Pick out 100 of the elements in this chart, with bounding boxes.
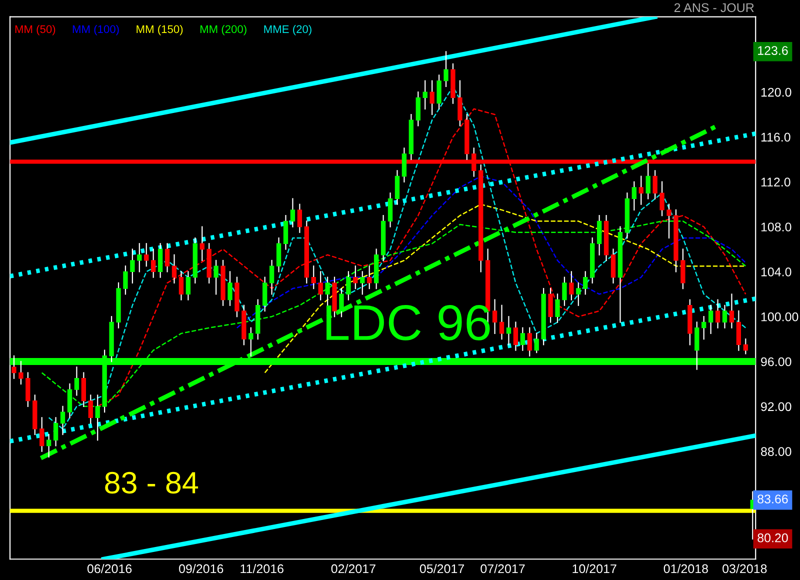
- x-tick-label: 01/2018: [664, 564, 708, 574]
- text: MM (50): [15, 24, 56, 36]
- candlestick: [88, 394, 93, 424]
- candlestick: [652, 170, 658, 200]
- candlestick: [666, 204, 672, 239]
- x-tick-label: 11/2016: [240, 564, 284, 574]
- candlestick: [18, 360, 24, 385]
- candlestick: [555, 294, 560, 323]
- candlestick: [492, 299, 498, 334]
- candlestick: [548, 288, 553, 323]
- candlestick: [520, 327, 526, 351]
- candlestick: [151, 248, 156, 278]
- text: MM (200): [200, 24, 246, 36]
- candlestick: [53, 417, 58, 446]
- y-tick-label: 120.0: [761, 88, 792, 97]
- candlestick: [186, 271, 191, 300]
- candlestick: [290, 198, 296, 228]
- y-tick-label: 108.0: [761, 222, 792, 232]
- x-tick-label: 09/2016: [179, 564, 224, 574]
- candlestick: [46, 434, 52, 458]
- candlestick: [506, 316, 512, 346]
- y-tick-label: 116.0: [761, 132, 790, 142]
- candlestick: [499, 304, 504, 340]
- candlestick: [743, 338, 748, 354]
- candlestick: [346, 271, 351, 300]
- candlestick: [610, 248, 616, 284]
- candlestick: [583, 271, 588, 295]
- candlestick: [40, 417, 44, 452]
- y-tick-label: 92.00: [761, 402, 792, 412]
- candlestick: [422, 80, 428, 110]
- candlestick: [123, 266, 128, 295]
- candlestick: [660, 181, 664, 216]
- candlestick: [360, 271, 365, 295]
- candlestick: [60, 406, 66, 436]
- candlestick: [722, 304, 728, 328]
- annotation: LDC 96: [326, 304, 490, 340]
- candlestick: [311, 266, 316, 290]
- candlestick: [262, 276, 268, 312]
- y-tick-label: 112.0: [761, 178, 790, 187]
- line-series: [264, 204, 746, 374]
- candlestick: [638, 176, 644, 205]
- candlestick: [325, 276, 330, 306]
- y-tick-label: 88.00: [761, 447, 792, 456]
- candlestick: [144, 243, 149, 267]
- x-tick-label: 02/2017: [331, 564, 376, 574]
- x-tick-label: 03/2018: [722, 564, 767, 574]
- candlestick: [402, 148, 407, 182]
- candlestick: [164, 243, 170, 272]
- candlestick: [388, 192, 393, 228]
- candlestick: [297, 204, 302, 233]
- candlestick: [632, 181, 636, 210]
- candlestick: [130, 248, 135, 284]
- candlestick: [680, 248, 686, 290]
- candlestick: [701, 316, 706, 340]
- y-tick-label: 96.00: [761, 357, 792, 366]
- annotation: 80.20: [758, 533, 788, 542]
- x-tick-label: 10/2017: [572, 564, 616, 574]
- annotation: 123.6: [758, 46, 788, 55]
- candlestick: [228, 271, 232, 306]
- x-tick-label: 06/2016: [87, 564, 132, 574]
- candlestick: [534, 332, 539, 354]
- candlestick: [283, 214, 288, 250]
- candlestick: [576, 282, 581, 306]
- candlestick: [562, 276, 567, 306]
- candlestick: [81, 372, 86, 407]
- x-tick-label: 07/2017: [480, 564, 525, 574]
- candlestick: [416, 91, 420, 126]
- candlestick: [318, 271, 323, 300]
- y-tick-label: 100.00: [761, 312, 798, 322]
- candlestick: [646, 163, 650, 200]
- candlestick: [436, 74, 442, 110]
- annotation: 83.66: [758, 494, 788, 504]
- candlestick: [430, 80, 434, 116]
- candlestick: [367, 266, 372, 290]
- candlestick: [26, 372, 30, 407]
- candlestick: [353, 266, 358, 290]
- candlestick: [394, 170, 400, 205]
- text: MM (150): [136, 24, 183, 36]
- candlestick: [708, 304, 714, 334]
- candlestick: [715, 299, 720, 328]
- candlestick: [172, 254, 177, 284]
- candlestick: [527, 327, 532, 356]
- candlestick: [736, 310, 742, 351]
- text: MM (100): [72, 24, 119, 36]
- text: MME (20): [264, 24, 312, 36]
- candlestick: [200, 226, 204, 262]
- x-tick-label: 05/2017: [420, 564, 464, 574]
- annotation: 83 - 84: [105, 472, 198, 494]
- candlestick: [729, 294, 734, 328]
- candlestick: [178, 271, 184, 300]
- candlestick: [214, 260, 218, 295]
- candlestick: [444, 51, 448, 87]
- candlestick: [137, 243, 142, 272]
- chart-title: 2 ANS - JOUR: [674, 3, 754, 12]
- y-tick-label: 104.0: [761, 267, 792, 276]
- candlestick: [276, 237, 282, 272]
- candlestick: [269, 260, 274, 295]
- candlestick: [569, 271, 574, 300]
- candlestick: [158, 243, 163, 278]
- candlestick: [513, 322, 518, 351]
